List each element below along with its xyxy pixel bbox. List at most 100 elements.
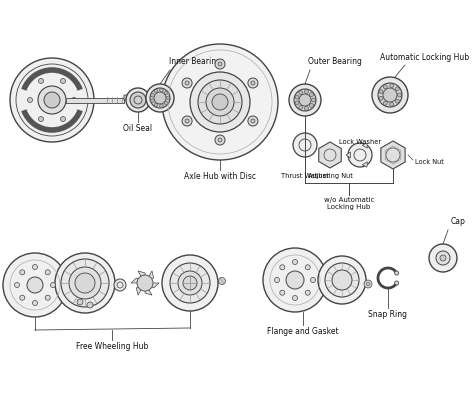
Circle shape xyxy=(212,94,228,110)
Circle shape xyxy=(182,78,192,88)
Circle shape xyxy=(190,72,250,132)
Text: Cap: Cap xyxy=(451,217,465,226)
Circle shape xyxy=(15,282,19,288)
Polygon shape xyxy=(362,162,367,167)
Text: Outer Bearing: Outer Bearing xyxy=(308,57,362,66)
Text: Oil Seal: Oil Seal xyxy=(123,124,153,133)
Circle shape xyxy=(38,86,66,114)
Circle shape xyxy=(215,135,225,145)
Circle shape xyxy=(87,302,93,308)
Circle shape xyxy=(183,276,197,290)
Circle shape xyxy=(160,104,163,108)
Text: Snap Ring: Snap Ring xyxy=(368,310,408,319)
Polygon shape xyxy=(145,271,154,283)
Circle shape xyxy=(164,91,168,95)
Circle shape xyxy=(248,78,258,88)
Circle shape xyxy=(299,91,303,95)
Circle shape xyxy=(166,96,170,100)
Circle shape xyxy=(185,119,189,123)
Circle shape xyxy=(218,138,222,142)
Circle shape xyxy=(379,90,383,94)
Polygon shape xyxy=(145,283,152,295)
Circle shape xyxy=(395,99,399,103)
Text: w/o Automatic
Locking Hub: w/o Automatic Locking Hub xyxy=(324,197,374,210)
Circle shape xyxy=(398,93,401,97)
Circle shape xyxy=(164,101,168,105)
Circle shape xyxy=(295,101,299,105)
Circle shape xyxy=(219,277,226,284)
Circle shape xyxy=(10,58,94,142)
Circle shape xyxy=(61,117,65,122)
Circle shape xyxy=(390,102,393,106)
Circle shape xyxy=(160,88,163,92)
Circle shape xyxy=(395,271,399,275)
Circle shape xyxy=(38,117,44,122)
Circle shape xyxy=(372,77,408,113)
Text: Flange and Gasket: Flange and Gasket xyxy=(267,327,339,336)
Circle shape xyxy=(154,89,158,93)
Circle shape xyxy=(378,83,402,107)
Circle shape xyxy=(198,80,242,124)
Circle shape xyxy=(178,271,202,295)
Circle shape xyxy=(429,244,457,272)
Circle shape xyxy=(130,92,146,108)
Circle shape xyxy=(69,267,101,299)
Circle shape xyxy=(332,270,352,290)
Circle shape xyxy=(20,295,25,300)
Circle shape xyxy=(310,93,313,97)
Text: Automatic Locking Hub: Automatic Locking Hub xyxy=(381,53,470,62)
Circle shape xyxy=(215,59,225,69)
Circle shape xyxy=(383,101,387,105)
Circle shape xyxy=(294,89,316,111)
Circle shape xyxy=(162,44,278,160)
Circle shape xyxy=(218,62,222,66)
Circle shape xyxy=(325,263,359,297)
Circle shape xyxy=(20,270,25,275)
Circle shape xyxy=(61,78,65,84)
Circle shape xyxy=(206,88,234,116)
Circle shape xyxy=(293,133,317,157)
Circle shape xyxy=(45,295,50,300)
Circle shape xyxy=(292,259,298,264)
Polygon shape xyxy=(131,278,145,283)
Circle shape xyxy=(27,98,33,102)
Circle shape xyxy=(318,256,366,304)
Circle shape xyxy=(51,282,55,288)
Circle shape xyxy=(33,301,37,306)
Circle shape xyxy=(299,105,303,109)
Circle shape xyxy=(154,92,166,104)
Circle shape xyxy=(292,295,298,301)
Circle shape xyxy=(61,259,109,307)
Circle shape xyxy=(33,264,37,270)
Polygon shape xyxy=(362,143,367,148)
Polygon shape xyxy=(381,141,405,169)
Text: Axle Hub with Disc: Axle Hub with Disc xyxy=(184,172,256,181)
Circle shape xyxy=(295,95,299,99)
Circle shape xyxy=(436,251,450,265)
Circle shape xyxy=(379,96,383,100)
Circle shape xyxy=(263,248,327,312)
Circle shape xyxy=(150,88,170,108)
Circle shape xyxy=(185,81,189,85)
Circle shape xyxy=(248,116,258,126)
Circle shape xyxy=(151,99,154,102)
Circle shape xyxy=(251,119,255,123)
Circle shape xyxy=(274,277,280,282)
Circle shape xyxy=(310,104,313,107)
Circle shape xyxy=(251,81,255,85)
Circle shape xyxy=(44,92,60,108)
Circle shape xyxy=(289,84,321,116)
Circle shape xyxy=(55,253,115,313)
Circle shape xyxy=(280,290,285,295)
Polygon shape xyxy=(346,152,350,158)
Circle shape xyxy=(390,84,393,88)
Polygon shape xyxy=(145,283,159,288)
Polygon shape xyxy=(138,271,145,283)
Polygon shape xyxy=(137,283,145,295)
Circle shape xyxy=(311,98,316,102)
Text: Thrust Washer: Thrust Washer xyxy=(281,173,329,179)
Circle shape xyxy=(45,270,50,275)
Circle shape xyxy=(395,87,399,91)
Polygon shape xyxy=(319,142,341,168)
Circle shape xyxy=(151,93,154,97)
